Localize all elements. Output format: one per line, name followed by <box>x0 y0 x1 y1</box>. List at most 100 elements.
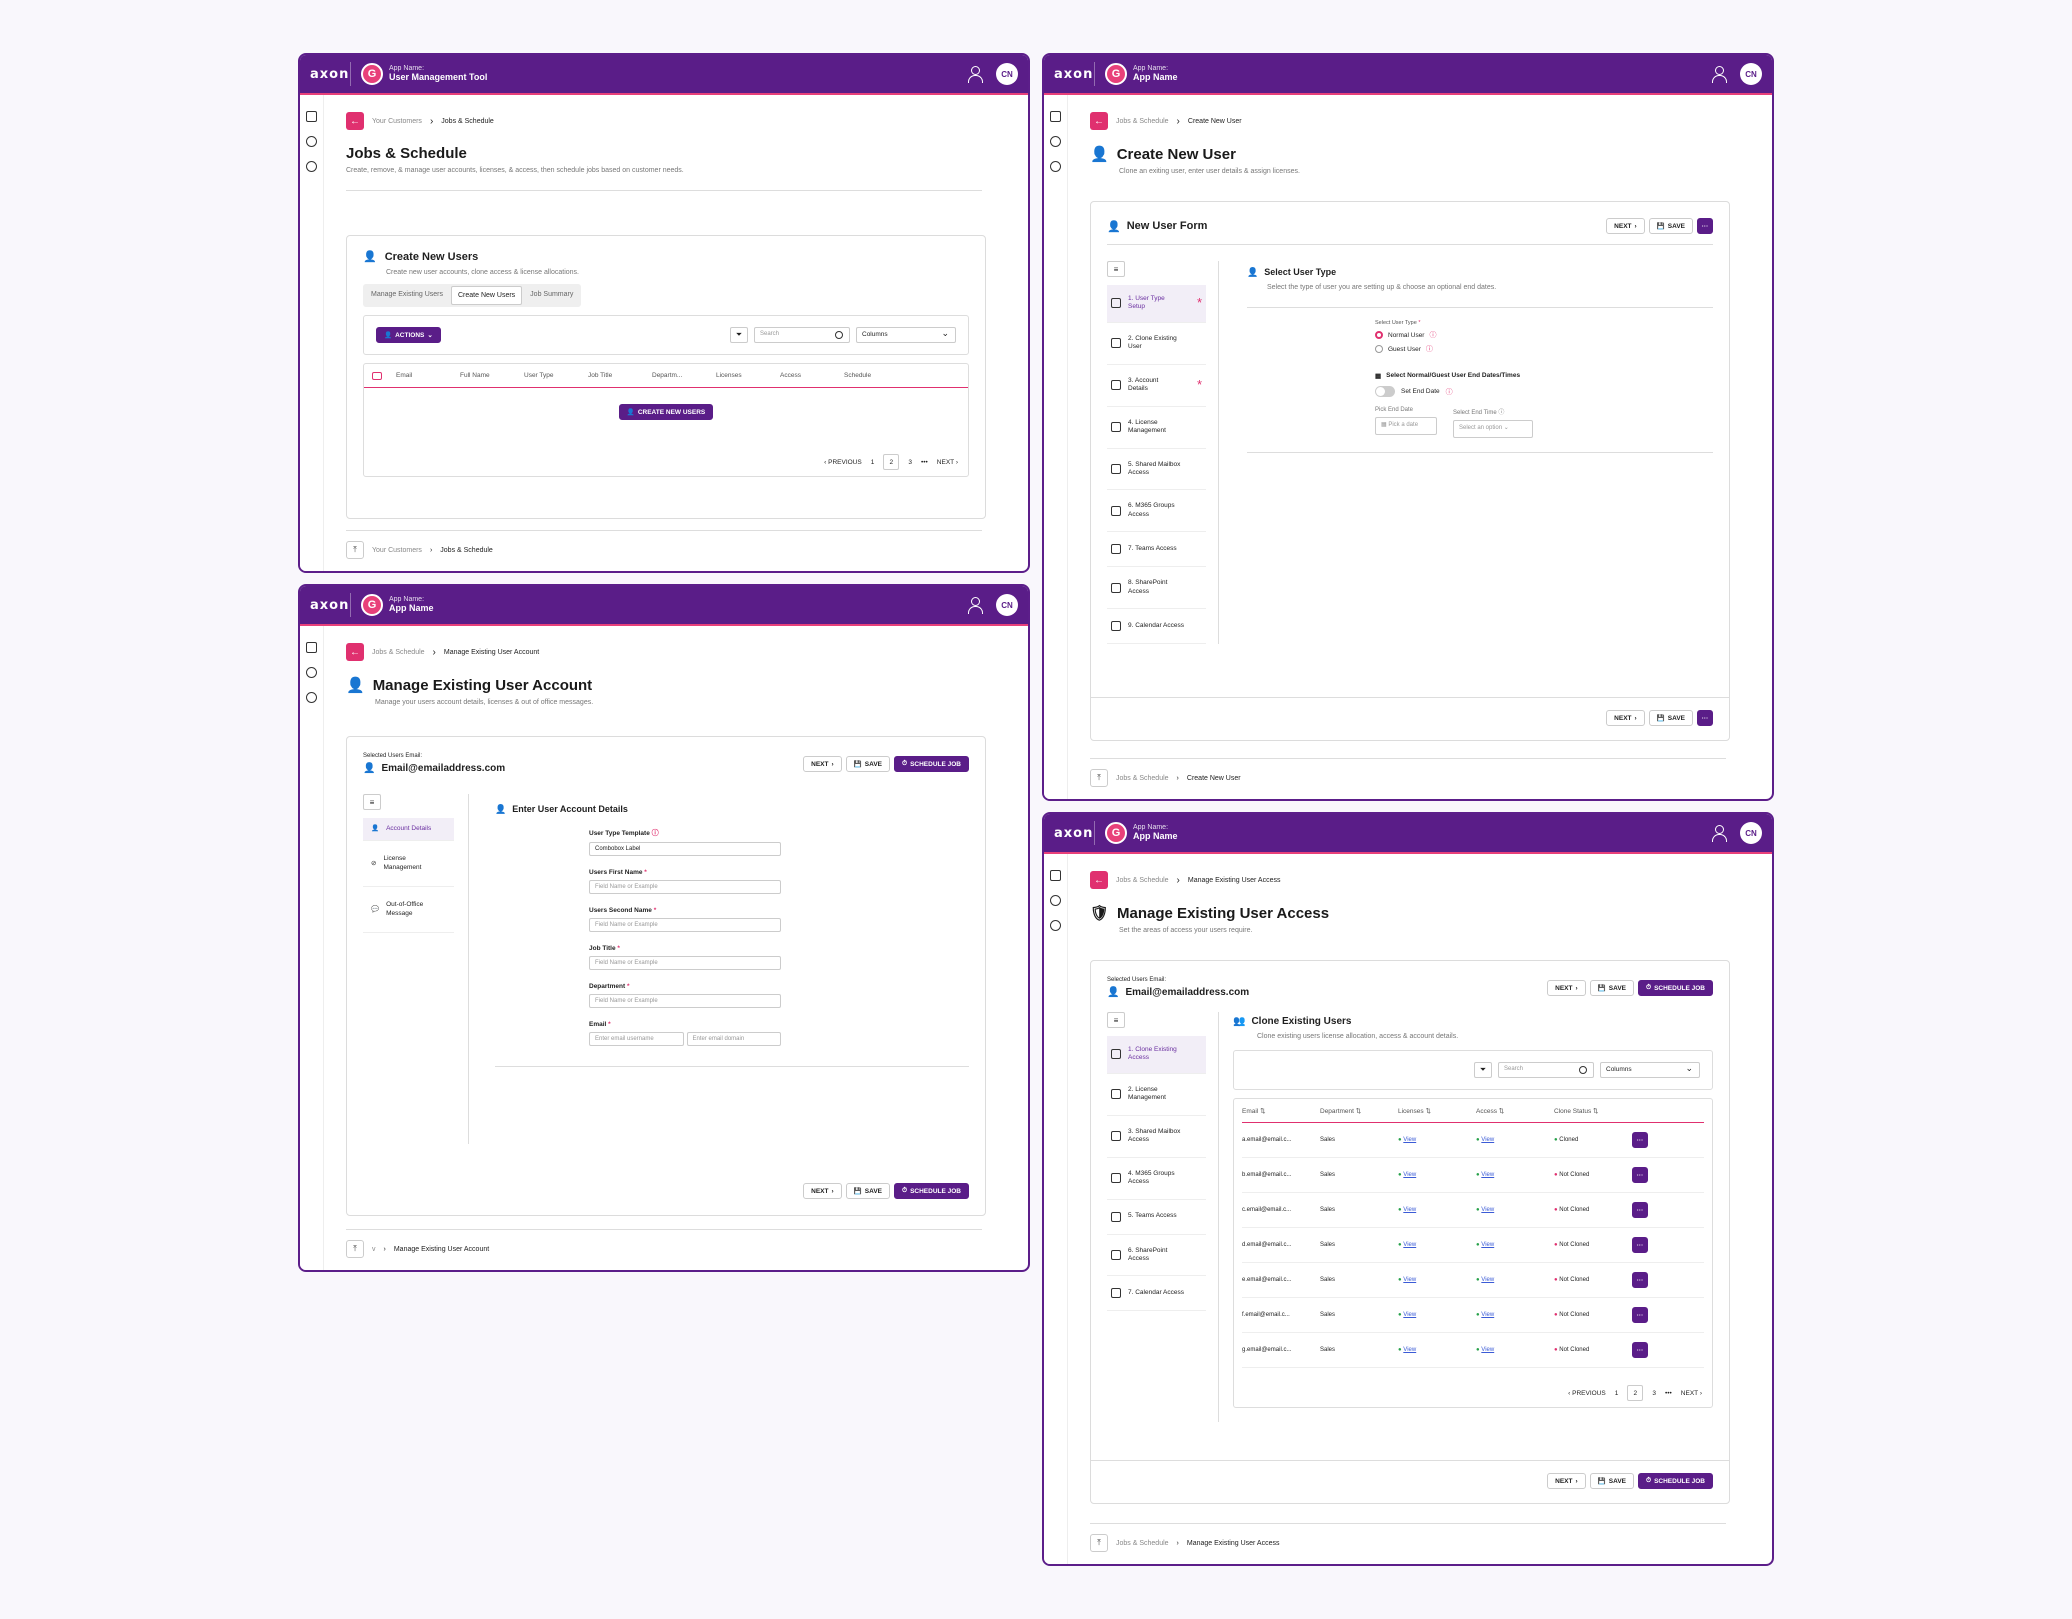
step-clone-user[interactable]: 2. Clone Existing User <box>1107 323 1206 365</box>
breadcrumb-item[interactable]: Jobs & Schedule <box>1116 774 1169 782</box>
step-teams[interactable]: 7. Teams Access <box>1107 532 1206 568</box>
check-circle-icon[interactable] <box>1050 136 1061 147</box>
next-button[interactable]: NEXT › <box>1547 1473 1586 1489</box>
avatar[interactable]: CN <box>996 594 1018 616</box>
next-button[interactable]: NEXT › <box>803 756 842 772</box>
step-sharepoint[interactable]: 6. SharePoint Access <box>1107 1235 1206 1277</box>
licenses-view-link[interactable]: View <box>1403 1277 1417 1284</box>
col-clone-status[interactable]: Clone Status ⇅ <box>1554 1107 1599 1115</box>
back-button[interactable]: ← <box>346 643 364 661</box>
user-icon[interactable] <box>966 65 984 83</box>
pager-next[interactable]: NEXT › <box>1680 1389 1702 1397</box>
licenses-view-link[interactable]: View <box>1403 1242 1417 1249</box>
set-end-date-toggle[interactable] <box>1375 386 1395 398</box>
filter-icon[interactable]: ⏷ <box>730 327 748 344</box>
col-user-type[interactable]: User Type <box>524 372 554 380</box>
tab-job-summary[interactable]: Job Summary <box>530 291 574 299</box>
columns-select[interactable]: Columns <box>1600 1062 1700 1079</box>
step-clone-access[interactable]: 1. Clone Existing Access <box>1107 1036 1206 1074</box>
breadcrumb-item[interactable]: Jobs & Schedule <box>372 648 425 656</box>
col-department[interactable]: Department ⇅ <box>1320 1107 1362 1115</box>
licenses-view-link[interactable]: View <box>1403 1347 1417 1354</box>
step-calendar[interactable]: 9. Calendar Access <box>1107 609 1206 645</box>
pager-page[interactable]: 1 <box>1614 1389 1619 1397</box>
home-icon[interactable] <box>306 642 317 653</box>
next-button[interactable]: NEXT › <box>1606 218 1645 234</box>
heart-icon[interactable] <box>306 692 317 703</box>
menu-account-details[interactable]: 👤 Account Details <box>363 818 454 842</box>
scroll-top-icon[interactable]: ⤒ <box>1090 1534 1108 1552</box>
check-circle-icon[interactable] <box>1050 895 1061 906</box>
menu-toggle-icon[interactable]: ≡ <box>1107 1012 1125 1028</box>
step-shared-mailbox[interactable]: 3. Shared Mailbox Access <box>1107 1116 1206 1158</box>
back-button[interactable]: ← <box>346 112 364 130</box>
more-options-button[interactable]: ··· <box>1697 710 1713 726</box>
access-view-link[interactable]: View <box>1481 1277 1495 1284</box>
pager-page-current[interactable]: 2 <box>1627 1385 1644 1402</box>
date-picker[interactable]: ▦ Pick a date <box>1375 417 1437 436</box>
home-icon[interactable] <box>1050 870 1061 881</box>
row-actions-button[interactable]: ··· <box>1632 1237 1648 1254</box>
col-department[interactable]: Departm... <box>652 372 683 380</box>
scroll-top-icon[interactable]: ⤒ <box>346 1240 364 1258</box>
first-name-input[interactable]: Field Name or Example <box>589 880 781 894</box>
filter-icon[interactable]: ⏷ <box>1474 1062 1492 1079</box>
step-teams[interactable]: 5. Teams Access <box>1107 1200 1206 1235</box>
pager-page-current[interactable]: 2 <box>883 454 900 471</box>
more-options-button[interactable]: ··· <box>1697 218 1713 234</box>
access-view-link[interactable]: View <box>1481 1137 1495 1144</box>
col-schedule[interactable]: Schedule <box>844 372 872 380</box>
col-access[interactable]: Access ⇅ <box>1476 1107 1505 1115</box>
radio-normal-user[interactable]: Normal User ⓘ <box>1375 330 1713 340</box>
step-m365-groups[interactable]: 6. M365 Groups Access <box>1107 490 1206 533</box>
avatar[interactable]: CN <box>1740 63 1762 85</box>
access-view-link[interactable]: View <box>1481 1172 1495 1179</box>
step-calendar[interactable]: 7. Calendar Access <box>1107 1276 1206 1312</box>
row-actions-button[interactable]: ··· <box>1632 1307 1648 1324</box>
access-view-link[interactable]: View <box>1481 1312 1495 1319</box>
save-button[interactable]: 💾 SAVE <box>1589 1473 1634 1489</box>
access-view-link[interactable]: View <box>1481 1347 1495 1354</box>
step-sharepoint[interactable]: 8. SharePoint Access <box>1107 567 1206 610</box>
department-input[interactable]: Field Name or Example <box>589 994 781 1008</box>
user-type-combobox[interactable]: Combobox Label <box>589 842 781 856</box>
heart-icon[interactable] <box>306 161 317 172</box>
actions-button[interactable]: 👤 ACTIONS ⌄ <box>376 327 441 344</box>
end-time-select[interactable]: Select an option ⌄ <box>1453 420 1533 439</box>
menu-toggle-icon[interactable]: ≡ <box>363 794 381 810</box>
pager-page[interactable]: 3 <box>1652 1389 1656 1397</box>
pager-next[interactable]: NEXT › <box>936 458 958 466</box>
step-license[interactable]: 2. License Management <box>1107 1074 1206 1116</box>
pager-page[interactable]: 1 <box>870 458 875 466</box>
col-job-title[interactable]: Job Title <box>588 372 613 380</box>
row-actions-button[interactable]: ··· <box>1632 1272 1648 1289</box>
check-circle-icon[interactable] <box>306 136 317 147</box>
col-licenses[interactable]: Licenses <box>716 372 742 380</box>
pager-prev[interactable]: ‹ PREVIOUS <box>1568 1389 1606 1397</box>
save-button[interactable]: 💾 SAVE <box>845 756 890 772</box>
step-user-type[interactable]: 1. User Type Setup * <box>1107 285 1206 323</box>
col-access[interactable]: Access <box>780 372 801 380</box>
save-button[interactable]: 💾 SAVE <box>1589 980 1634 996</box>
step-m365-groups[interactable]: 4. M365 Groups Access <box>1107 1158 1206 1200</box>
step-license[interactable]: 4. License Management <box>1107 407 1206 449</box>
breadcrumb-item[interactable]: Jobs & Schedule <box>1116 876 1169 884</box>
breadcrumb-item[interactable]: Your Customers <box>372 546 422 554</box>
step-shared-mailbox[interactable]: 5. Shared Mailbox Access <box>1107 449 1206 491</box>
schedule-job-button[interactable]: ⏱ SCHEDULE JOB <box>1637 980 1713 996</box>
breadcrumb-item[interactable]: v <box>372 1245 376 1253</box>
heart-icon[interactable] <box>1050 920 1061 931</box>
next-button[interactable]: NEXT › <box>803 1183 842 1199</box>
menu-out-of-office[interactable]: 💬 Out-of-Office Message <box>363 887 454 934</box>
row-actions-button[interactable]: ··· <box>1632 1167 1648 1184</box>
breadcrumb-item[interactable]: Jobs & Schedule <box>1116 117 1169 125</box>
search-input[interactable]: Search <box>754 327 850 344</box>
licenses-view-link[interactable]: View <box>1403 1137 1417 1144</box>
row-actions-button[interactable]: ··· <box>1632 1132 1648 1149</box>
pager-prev[interactable]: ‹ PREVIOUS <box>824 458 862 466</box>
row-actions-button[interactable]: ··· <box>1632 1202 1648 1219</box>
create-new-users-button[interactable]: 👤 CREATE NEW USERS <box>618 404 714 421</box>
next-button[interactable]: NEXT › <box>1606 710 1645 726</box>
email-domain-input[interactable]: Enter email domain <box>686 1032 781 1046</box>
avatar[interactable]: CN <box>1740 822 1762 844</box>
